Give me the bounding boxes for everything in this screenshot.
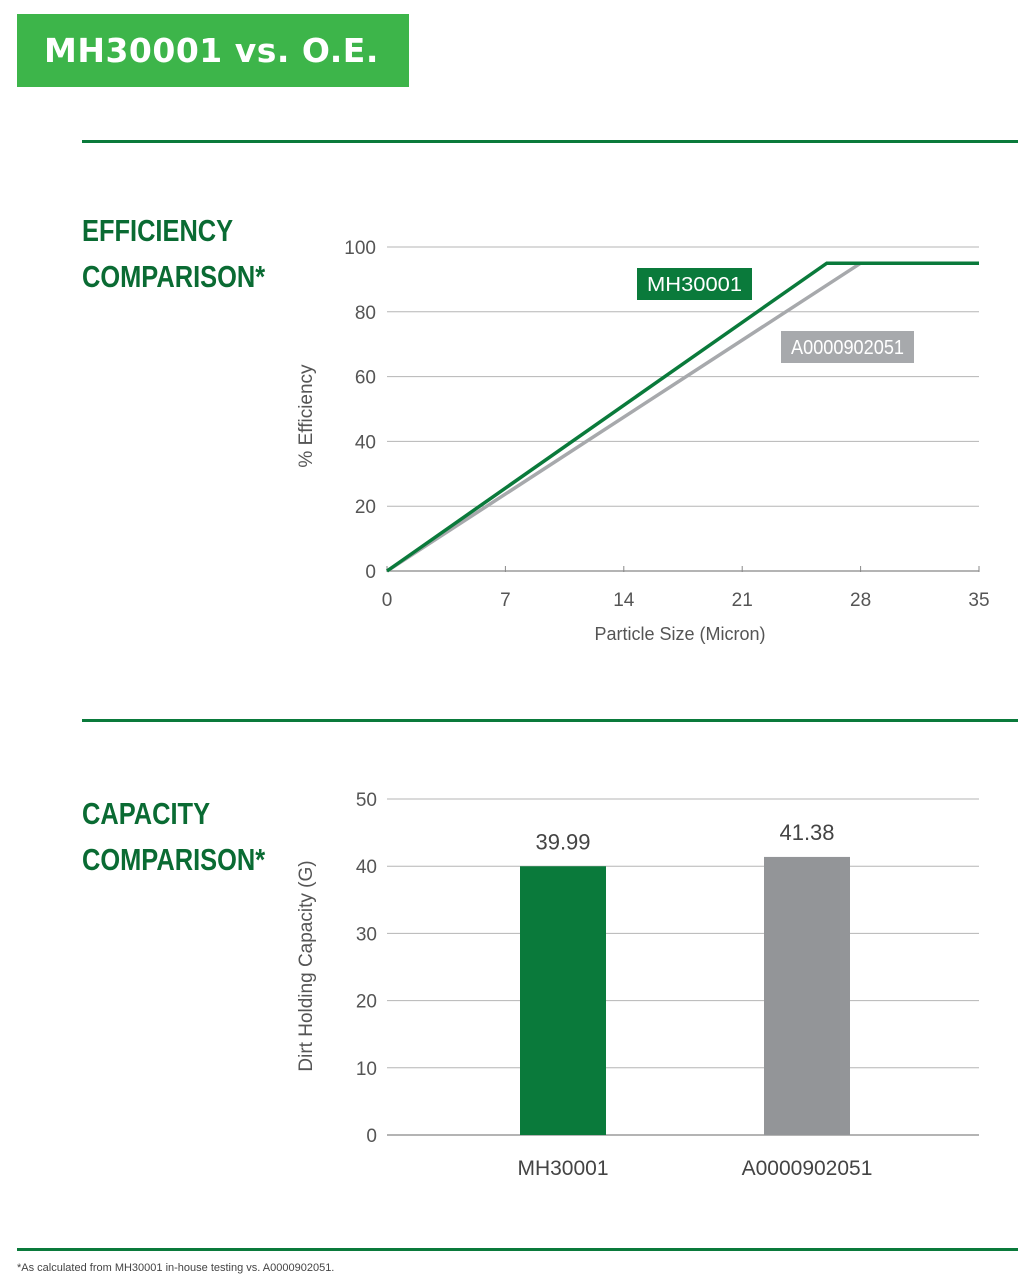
efficiency-x-tick-label: 7	[500, 590, 511, 611]
efficiency-x-tick-label: 28	[850, 590, 871, 611]
efficiency-heading-line2: COMPARISON*	[82, 259, 266, 294]
efficiency-heading: EFFICIENCY COMPARISON*	[82, 208, 265, 300]
capacity-bar	[520, 866, 606, 1135]
efficiency-y-tick-label: 100	[344, 238, 376, 259]
efficiency-heading-line1: EFFICIENCY	[82, 213, 234, 248]
title-banner: MH30001 vs. O.E.	[17, 14, 409, 87]
capacity-y-tick-label: 0	[366, 1126, 377, 1147]
capacity-y-tick-label: 50	[356, 790, 377, 811]
capacity-bar	[764, 856, 850, 1135]
efficiency-series-line	[385, 261, 979, 573]
footnote: *As calculated from MH30001 in-house tes…	[17, 1262, 335, 1274]
capacity-y-tick-label: 10	[356, 1059, 377, 1080]
efficiency-y-tick-label: 80	[355, 303, 376, 324]
series-label: A0000902051	[791, 337, 904, 359]
section-divider-middle	[82, 719, 1018, 722]
capacity-heading: CAPACITY COMPARISON*	[82, 791, 265, 883]
section-divider-top	[82, 140, 1018, 143]
section-divider-bottom	[17, 1248, 1018, 1251]
efficiency-y-axis-title: % Efficiency	[296, 364, 317, 468]
capacity-y-axis-title: Dirt Holding Capacity (G)	[296, 860, 317, 1071]
capacity-y-tick-label: 30	[356, 924, 377, 945]
page-title: MH30001 vs. O.E.	[44, 31, 379, 70]
efficiency-x-tick-label: 0	[382, 590, 393, 611]
capacity-bar-value-label: 41.38	[779, 820, 834, 845]
capacity-heading-line1: CAPACITY	[82, 796, 211, 831]
efficiency-y-tick-label: 40	[355, 432, 376, 453]
capacity-heading-line2: COMPARISON*	[82, 842, 266, 877]
capacity-category-label: MH30001	[517, 1157, 608, 1180]
series-label-box	[637, 268, 752, 300]
efficiency-series-line	[386, 261, 979, 573]
efficiency-y-tick-label: 0	[365, 562, 376, 583]
series-label-box	[781, 331, 914, 363]
efficiency-x-tick-label: 14	[613, 590, 635, 611]
capacity-category-label: A0000902051	[742, 1157, 873, 1180]
series-label: MH30001	[647, 274, 742, 296]
efficiency-x-tick-label: 21	[732, 590, 753, 611]
capacity-y-tick-label: 20	[356, 992, 377, 1013]
capacity-bar-value-label: 39.99	[535, 829, 590, 854]
efficiency-x-axis-title: Particle Size (Micron)	[594, 624, 765, 644]
efficiency-y-tick-label: 20	[355, 497, 376, 518]
efficiency-x-tick-label: 35	[968, 590, 989, 611]
capacity-y-tick-label: 40	[356, 857, 377, 878]
efficiency-y-tick-label: 60	[355, 368, 376, 389]
